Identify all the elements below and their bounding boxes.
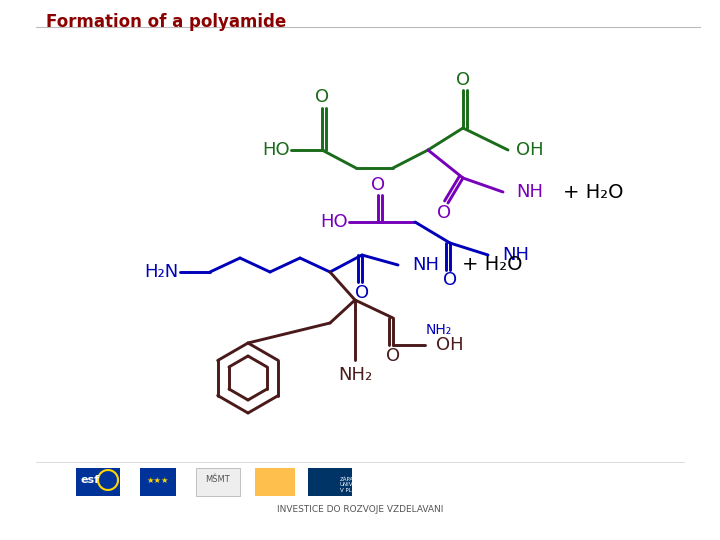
Text: NH: NH <box>516 183 543 201</box>
FancyBboxPatch shape <box>140 468 176 496</box>
Text: NH: NH <box>502 246 529 264</box>
Text: esf: esf <box>81 475 99 485</box>
FancyBboxPatch shape <box>255 468 295 496</box>
FancyBboxPatch shape <box>308 468 352 496</box>
Text: O: O <box>443 271 457 289</box>
Text: NH₂: NH₂ <box>426 323 452 337</box>
Text: H₂N: H₂N <box>144 263 178 281</box>
Text: NH₂: NH₂ <box>338 366 372 384</box>
Text: O: O <box>355 284 369 302</box>
Text: HO: HO <box>320 213 348 231</box>
Text: ★★★: ★★★ <box>147 476 169 484</box>
Text: O: O <box>386 347 400 365</box>
FancyBboxPatch shape <box>76 468 120 496</box>
Text: O: O <box>315 88 329 106</box>
Text: OH: OH <box>516 141 544 159</box>
Text: + H₂O: + H₂O <box>563 183 624 201</box>
Text: O: O <box>371 176 385 194</box>
Text: + H₂O: + H₂O <box>462 255 523 274</box>
Text: OH: OH <box>436 336 464 354</box>
Text: NH: NH <box>412 256 439 274</box>
Text: O: O <box>456 71 470 89</box>
Text: ZÁPADOČESKÁ
UNIVERZITA
V PLZNI: ZÁPADOČESKÁ UNIVERZITA V PLZNI <box>340 477 380 494</box>
Text: MŠMT: MŠMT <box>206 476 230 484</box>
Text: O: O <box>437 204 451 222</box>
Text: HO: HO <box>262 141 290 159</box>
Text: Formation of a polyamide: Formation of a polyamide <box>46 13 287 31</box>
Text: INVESTICE DO ROZVOJE VZDELAVANI: INVESTICE DO ROZVOJE VZDELAVANI <box>276 505 444 515</box>
FancyBboxPatch shape <box>196 468 240 496</box>
